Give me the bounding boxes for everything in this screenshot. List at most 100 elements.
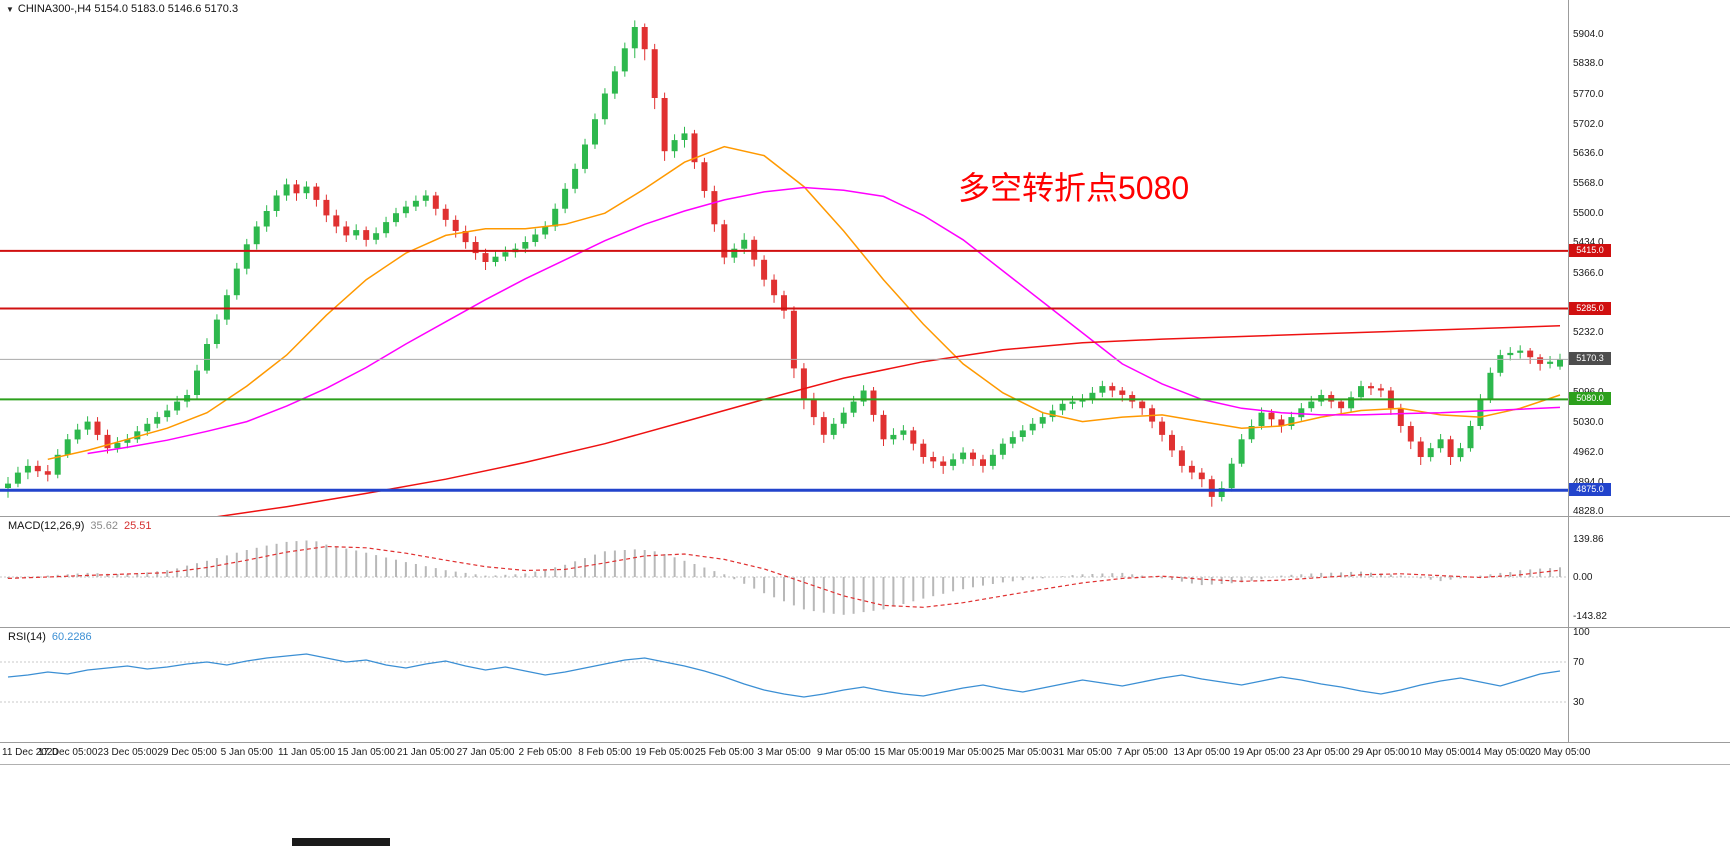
candle-body <box>263 211 270 227</box>
candle-body <box>1099 386 1106 393</box>
candle-body <box>243 244 250 269</box>
time-axis-label: 8 Feb 05:00 <box>578 747 632 758</box>
candle-body <box>323 199 330 216</box>
candlestick-chart[interactable] <box>0 0 1568 516</box>
candle-body <box>1069 401 1076 404</box>
candle-body <box>184 395 191 402</box>
main-y-tick: 5838.0 <box>1573 58 1604 70</box>
main-y-tick: 4828.0 <box>1573 506 1604 518</box>
rsi-name: RSI(14) <box>8 631 46 643</box>
time-axis-label: 15 Jan 05:00 <box>337 747 396 758</box>
candle-body <box>671 140 678 152</box>
candle-body <box>1288 417 1295 426</box>
time-axis-label: 7 Apr 05:00 <box>1116 747 1168 758</box>
candle-body <box>1328 395 1335 402</box>
rsi-chart[interactable] <box>0 628 1568 742</box>
candle-body <box>134 431 141 440</box>
rsi-line <box>7 653 1561 698</box>
candle-body <box>1527 350 1534 358</box>
candle-body <box>1278 419 1285 426</box>
candle-body <box>233 268 240 296</box>
candle-body <box>273 195 280 211</box>
candle-body <box>542 226 549 235</box>
candle-body <box>44 471 51 475</box>
candle-body <box>1318 395 1325 402</box>
candle-body <box>194 370 200 395</box>
candle-body <box>1368 386 1374 389</box>
time-axis-label: 3 Mar 05:00 <box>757 747 811 758</box>
candle-body <box>1009 437 1016 444</box>
main-y-tick: 4962.0 <box>1573 446 1604 458</box>
candle-body <box>989 454 996 466</box>
time-axis-label: 29 Apr 05:00 <box>1352 747 1410 758</box>
candle-body <box>631 27 638 49</box>
time-axis-label: 10 May 05:00 <box>1410 747 1471 758</box>
price-chip: 5170.3 <box>1569 352 1611 366</box>
candle-body <box>1019 430 1026 437</box>
candle-body <box>1358 386 1364 398</box>
candle-body <box>930 457 937 462</box>
candle-body <box>950 459 957 466</box>
candle-body <box>781 295 787 311</box>
time-axis-label: 20 May 05:00 <box>1529 747 1591 758</box>
candle-body <box>223 295 230 320</box>
candle-body <box>701 162 708 191</box>
time-axis-label: 14 May 05:00 <box>1469 747 1531 758</box>
candle-body <box>363 230 370 240</box>
candle-body <box>761 259 768 280</box>
price-chip: 5415.0 <box>1569 243 1611 257</box>
candle-body <box>920 443 927 457</box>
candle-body <box>880 414 887 440</box>
candle-body <box>303 186 310 194</box>
candle-body <box>164 410 171 418</box>
rsi-indicator-pane: RSI(14) 60.2286 100 70 30 <box>0 627 1730 743</box>
time-axis-label: 23 Dec 05:00 <box>97 747 158 758</box>
time-axis-label: 19 Feb 05:00 <box>635 747 695 758</box>
time-axis-label: 17 Dec 05:00 <box>37 747 98 758</box>
time-axis-label: 11 Jan 05:00 <box>277 747 336 758</box>
candle-body <box>502 252 509 257</box>
candle-body <box>14 472 21 484</box>
candle-body <box>1268 412 1275 420</box>
candle-body <box>104 434 111 449</box>
main-y-tick: 5500.0 <box>1573 208 1604 220</box>
candle-body <box>641 27 648 50</box>
candle-body <box>24 465 31 473</box>
candle-body <box>432 195 439 209</box>
candle-body <box>1377 388 1384 391</box>
candle-body <box>1109 386 1116 391</box>
candle-body <box>1348 397 1355 409</box>
candle-body <box>1169 434 1175 451</box>
candle-body <box>1477 399 1484 426</box>
candle-body <box>343 226 350 236</box>
chart-annotation-text: 多空转折点5080 <box>958 170 1190 206</box>
symbol-dropdown-icon[interactable]: ▼ <box>6 5 14 14</box>
candle-body <box>462 231 469 243</box>
candle-body <box>1308 401 1315 409</box>
time-axis-label: 19 Apr 05:00 <box>1233 747 1290 758</box>
candle-body <box>552 208 559 227</box>
candle-body <box>204 344 210 371</box>
candle-body <box>1397 408 1404 426</box>
macd-indicator-pane: MACD(12,26,9) 35.62 25.51 139.86 0.00 -143.8… <box>0 517 1730 628</box>
candle-body <box>611 71 618 94</box>
candle-body <box>1188 465 1195 473</box>
candle-body <box>1049 410 1056 418</box>
candle-body <box>970 452 976 460</box>
bottom-strip <box>0 765 1730 846</box>
time-axis[interactable]: 11 Dec 2020 17 Dec 05:00 23 Dec 05:00 29 De… <box>0 743 1730 765</box>
macd-main-value: 35.62 <box>90 520 118 532</box>
candle-body <box>64 439 71 455</box>
candle-body <box>293 184 300 194</box>
candle-body <box>522 242 529 249</box>
candle-body <box>661 98 668 152</box>
candle-body <box>154 417 161 424</box>
main-y-tick: 5702.0 <box>1573 118 1604 130</box>
macd-chart[interactable] <box>0 517 1568 627</box>
time-axis-label: 29 Dec 05:00 <box>157 747 217 758</box>
candle-body <box>1208 479 1215 497</box>
time-axis-label: 27 Jan 05:00 <box>456 747 515 758</box>
candle-body <box>174 401 181 411</box>
price-chip: 5080.0 <box>1569 392 1611 406</box>
